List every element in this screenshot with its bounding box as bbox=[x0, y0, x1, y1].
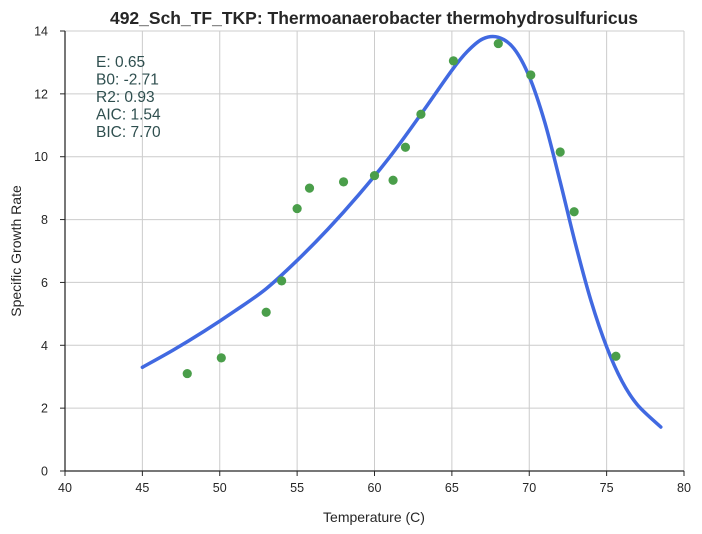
data-point bbox=[338, 177, 349, 187]
x-tick-label: 80 bbox=[677, 481, 691, 495]
data-point bbox=[292, 203, 302, 214]
x-axis-label: Temperature (C) bbox=[323, 509, 425, 525]
data-point bbox=[555, 147, 565, 157]
data-point bbox=[304, 183, 315, 193]
x-tick-label: 65 bbox=[445, 481, 459, 495]
x-tick-label: 75 bbox=[600, 481, 614, 495]
y-ticks: 0 2 4 6 8 10 12 14 bbox=[34, 25, 65, 479]
y-tick-label: 14 bbox=[34, 25, 48, 39]
x-tick-label: 50 bbox=[213, 481, 227, 495]
data-point bbox=[369, 170, 380, 181]
data-point bbox=[261, 307, 271, 317]
stat-e: E: 0.65 bbox=[96, 54, 145, 71]
x-ticks: 40 45 50 55 60 65 70 75 80 bbox=[58, 471, 691, 495]
data-point bbox=[400, 142, 411, 152]
y-tick-label: 0 bbox=[41, 465, 48, 479]
data-points bbox=[182, 38, 621, 379]
data-point bbox=[182, 368, 192, 379]
data-point bbox=[416, 109, 426, 119]
x-tick-label: 70 bbox=[522, 481, 536, 495]
stat-bic: BIC: 7.70 bbox=[96, 124, 161, 141]
x-tick-label: 40 bbox=[58, 481, 72, 495]
x-tick-label: 60 bbox=[368, 481, 382, 495]
y-tick-label: 10 bbox=[34, 150, 48, 164]
data-point bbox=[611, 351, 621, 361]
data-point bbox=[526, 70, 536, 80]
x-tick-label: 45 bbox=[135, 481, 149, 495]
chart-title: 492_Sch_TF_TKP: Thermoanaerobacter therm… bbox=[110, 8, 638, 28]
data-point bbox=[493, 38, 503, 49]
stat-r2: R2: 0.93 bbox=[96, 89, 155, 106]
data-point bbox=[388, 175, 398, 185]
y-axis-label: Specific Growth Rate bbox=[8, 185, 24, 317]
data-point bbox=[277, 276, 287, 286]
y-tick-label: 6 bbox=[41, 276, 48, 290]
data-point bbox=[216, 353, 226, 363]
data-point bbox=[448, 56, 459, 66]
y-tick-label: 2 bbox=[41, 402, 48, 416]
data-point bbox=[569, 207, 579, 217]
stat-aic: AIC: 1.54 bbox=[96, 107, 161, 124]
fit-curve bbox=[140, 34, 663, 429]
y-tick-label: 12 bbox=[34, 87, 48, 101]
fit-line bbox=[140, 34, 663, 429]
y-tick-label: 8 bbox=[41, 213, 48, 227]
y-tick-label: 4 bbox=[41, 339, 48, 353]
grid bbox=[65, 30, 685, 471]
stat-b0: B0: -2.71 bbox=[96, 72, 159, 89]
x-tick-label: 55 bbox=[290, 481, 304, 495]
stats-annotation: E: 0.65 B0: -2.71 R2: 0.93 AIC: 1.54 BIC… bbox=[96, 54, 161, 141]
